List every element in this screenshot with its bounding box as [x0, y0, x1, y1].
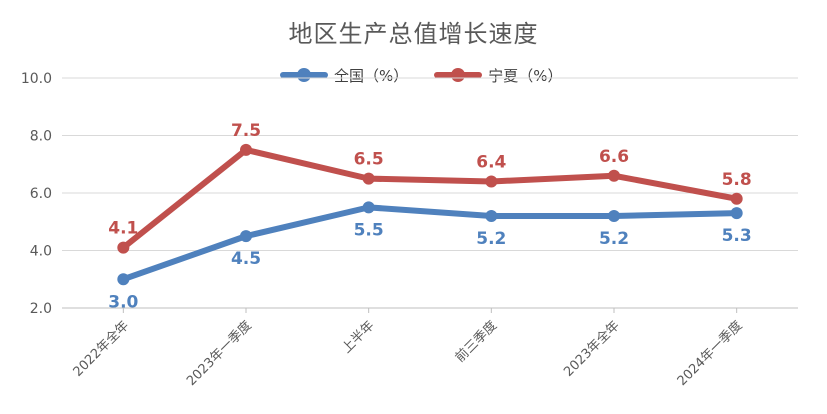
data-label: 6.4 — [476, 153, 506, 173]
data-point — [117, 273, 130, 286]
series-national: 3.0 4.5 5.5 5.2 5.2 5.3 — [108, 201, 752, 312]
data-label: 5.5 — [354, 220, 384, 240]
data-point — [117, 241, 130, 254]
data-point — [362, 172, 375, 185]
x-tick-label: 2023年一季度 — [183, 318, 254, 389]
series-line — [120, 204, 740, 283]
data-label: 6.6 — [599, 147, 629, 167]
data-label: 3.0 — [108, 292, 138, 312]
data-point — [608, 169, 620, 182]
data-point — [240, 230, 252, 243]
data-point — [240, 143, 252, 156]
x-tick-label: 上半年 — [339, 318, 377, 356]
legend-label-ningxia: 宁夏（%） — [488, 66, 563, 85]
data-label: 5.2 — [476, 229, 506, 249]
data-label: 6.5 — [354, 150, 384, 170]
legend: 全国（%） 宁夏（%） — [280, 64, 563, 86]
data-point — [485, 210, 498, 222]
series-line — [120, 146, 740, 251]
data-label: 5.8 — [722, 170, 752, 190]
data-label: 7.5 — [231, 121, 261, 141]
y-tick-label: 2.0 — [30, 301, 52, 317]
data-point — [608, 210, 620, 222]
data-label: 4.5 — [231, 249, 261, 269]
x-tick-label: 前三季度 — [452, 318, 500, 366]
y-tick-label: 4.0 — [30, 244, 52, 260]
data-point — [730, 192, 743, 205]
data-point — [362, 201, 375, 214]
x-tick-label: 2023年全年 — [561, 318, 623, 380]
data-label: 5.2 — [599, 229, 629, 249]
legend-label-national: 全国（%） — [334, 66, 409, 85]
data-label: 4.1 — [108, 219, 138, 239]
chart-title: 地区生产总值增长速度 — [288, 20, 539, 48]
data-label: 5.3 — [722, 226, 752, 246]
data-point — [730, 207, 743, 220]
x-tick-label: 2024年一季度 — [674, 318, 745, 389]
y-tick-label: 10.0 — [21, 71, 52, 87]
y-tick-label: 8.0 — [30, 129, 52, 145]
data-point — [485, 175, 498, 188]
x-tick-label: 2022年全年 — [70, 318, 132, 380]
series-ningxia: 4.1 7.5 6.5 6.4 6.6 5.8 — [108, 121, 752, 254]
y-tick-label: 6.0 — [30, 186, 52, 202]
